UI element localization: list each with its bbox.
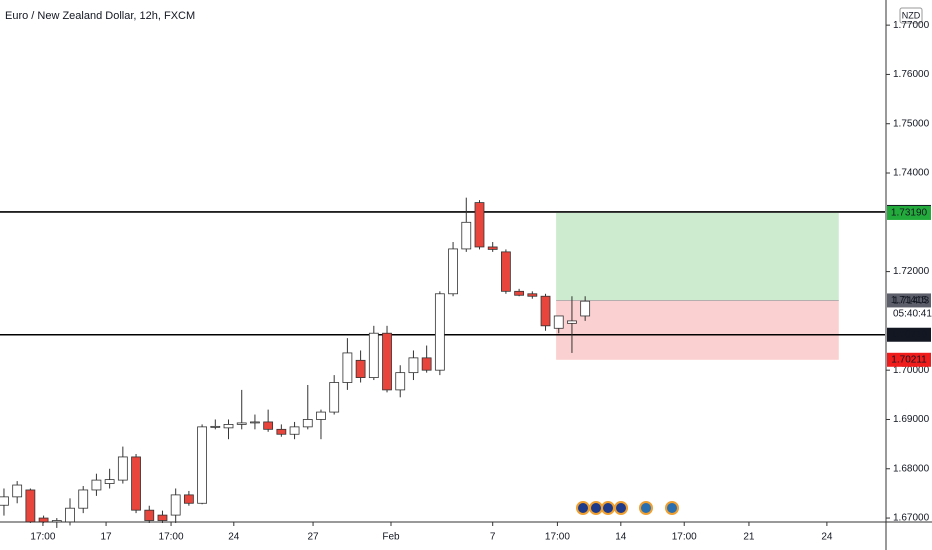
candle-body xyxy=(197,426,207,504)
candle-body xyxy=(170,494,181,516)
candle-body xyxy=(236,422,247,425)
x-tick-label: 7 xyxy=(490,532,496,543)
candle-body xyxy=(514,290,525,296)
candle-body xyxy=(368,332,379,378)
y-tick-label: 1.75000 xyxy=(893,118,930,129)
candle-body xyxy=(553,315,564,329)
candle-body xyxy=(434,293,445,371)
event-icon[interactable] xyxy=(601,501,615,515)
countdown-label: 05:40:41 xyxy=(893,309,932,320)
y-tick-label: 1.74000 xyxy=(893,168,930,179)
x-tick-label: 17 xyxy=(101,532,113,543)
chart-title: Euro / New Zealand Dollar, 12h, FXCM xyxy=(5,10,195,22)
candle-body xyxy=(448,248,458,295)
price-tag xyxy=(887,327,931,342)
candle-body xyxy=(38,517,49,523)
x-tick-label: 24 xyxy=(228,532,240,543)
candle-body xyxy=(501,251,511,292)
currency-label: NZD xyxy=(902,10,921,20)
x-tick-label: 27 xyxy=(307,532,319,543)
x-tick-label: 17:00 xyxy=(30,532,55,543)
candle-body xyxy=(527,293,538,297)
price-tag xyxy=(887,352,931,367)
candle-body xyxy=(580,300,591,317)
candle-body xyxy=(355,359,366,378)
candle-body xyxy=(316,411,326,420)
candle-body xyxy=(223,424,234,429)
y-tick-label: 1.70000 xyxy=(893,365,930,376)
candle-body xyxy=(408,357,419,374)
candle-body xyxy=(117,456,128,481)
event-icon[interactable] xyxy=(589,501,603,515)
y-tick-label: 1.67000 xyxy=(893,513,930,524)
candle-body xyxy=(0,496,9,506)
candle-body xyxy=(329,382,340,413)
candle-body xyxy=(25,489,36,523)
candle-body xyxy=(487,246,498,250)
candle-body xyxy=(263,421,274,430)
loss-zone xyxy=(556,300,839,360)
candle-body xyxy=(276,428,287,435)
price-tag xyxy=(887,205,931,220)
candle-body xyxy=(91,479,102,491)
candle-body xyxy=(78,489,89,509)
y-tick-label: 1.72000 xyxy=(893,266,930,277)
price-tag-label: 1.73190 xyxy=(891,208,928,219)
x-tick-label: Feb xyxy=(382,532,400,543)
candle-body xyxy=(461,221,472,250)
candle-body xyxy=(210,425,221,428)
candle-body xyxy=(540,295,551,327)
x-tick-label: 21 xyxy=(743,532,755,543)
price-tag xyxy=(887,293,931,308)
candle-body xyxy=(289,426,300,435)
candle-body xyxy=(382,332,392,391)
y-tick-label: 1.68000 xyxy=(893,463,930,474)
plot-area xyxy=(0,197,885,528)
candle-body xyxy=(342,352,353,383)
candle-body xyxy=(183,494,194,504)
candle-body xyxy=(567,320,577,324)
candle-body xyxy=(65,507,75,523)
y-tick-label: 1.69000 xyxy=(893,414,930,425)
candle-body xyxy=(104,479,115,484)
y-tick-label: 1.76000 xyxy=(893,69,930,80)
price-tag-label: 1.71415 xyxy=(891,295,928,306)
event-icon[interactable] xyxy=(614,501,628,515)
candle-body xyxy=(250,421,260,424)
price-tag-label: 1.70211 xyxy=(891,354,927,365)
x-tick-label: 24 xyxy=(821,532,833,543)
candle-body xyxy=(131,456,141,511)
last-price-label: 1.71403 xyxy=(893,296,930,307)
x-tick-label: 17:00 xyxy=(159,532,184,543)
candle-body xyxy=(421,357,432,371)
candle-body xyxy=(157,514,168,521)
x-tick-label: 17:00 xyxy=(672,532,697,543)
event-icon[interactable] xyxy=(576,501,590,515)
candle-body xyxy=(12,484,23,498)
candle-body xyxy=(474,202,485,248)
candle-body xyxy=(395,372,406,391)
y-tick-label: 1.77000 xyxy=(893,20,930,31)
profit-zone xyxy=(556,212,839,301)
event-icon[interactable] xyxy=(665,501,679,515)
event-icons xyxy=(576,501,679,515)
price-tag-label: 1.70719 xyxy=(891,329,928,340)
candle-body xyxy=(144,509,155,521)
currency-box[interactable] xyxy=(899,7,923,24)
candle-body xyxy=(302,419,313,428)
x-tick-label: 17:00 xyxy=(545,532,570,543)
x-tick-label: 14 xyxy=(615,532,627,543)
event-icon[interactable] xyxy=(639,501,653,515)
